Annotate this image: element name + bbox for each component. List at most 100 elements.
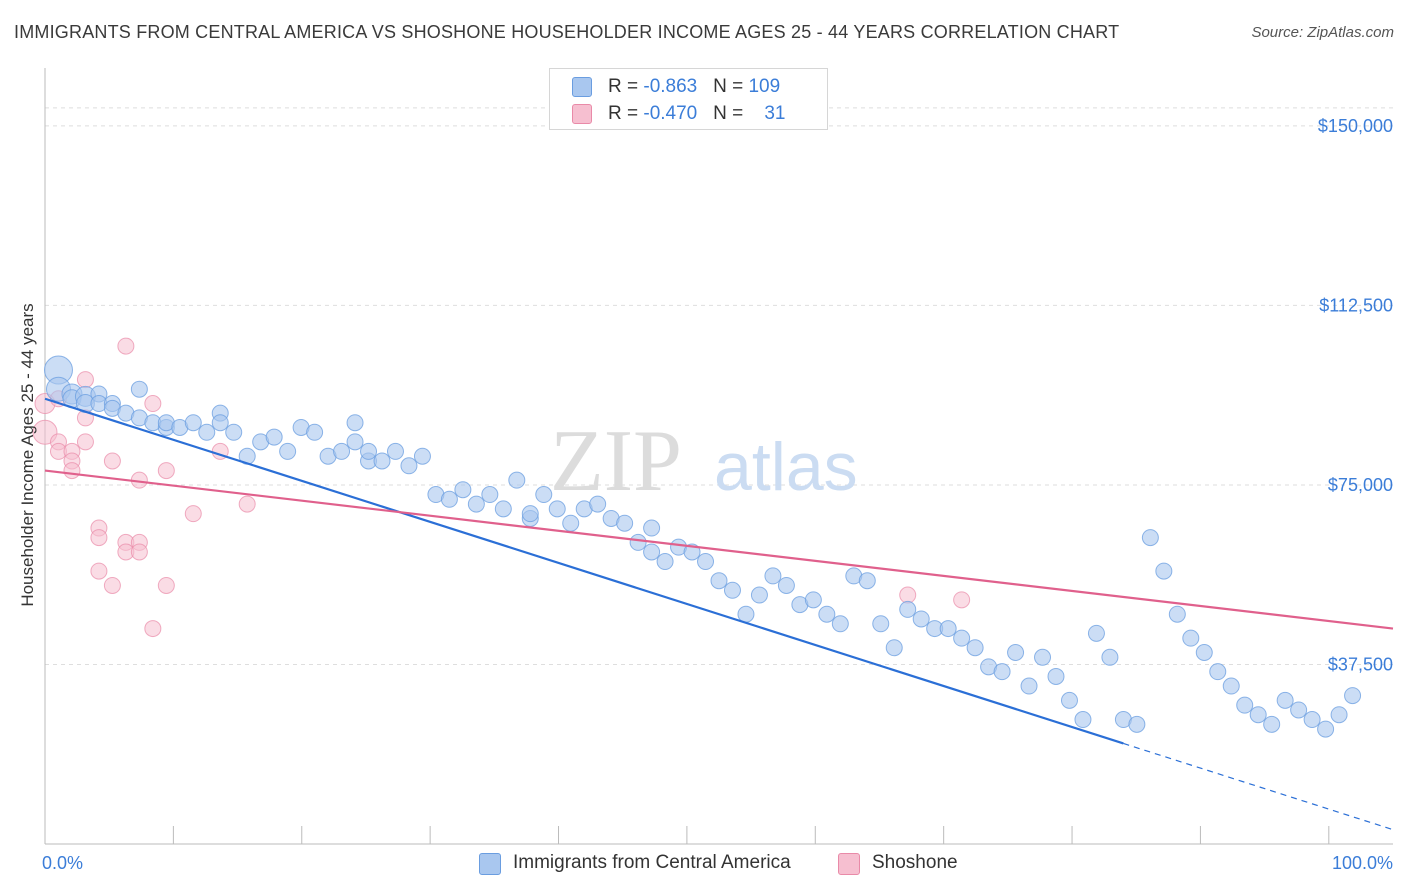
- legend-text: R = -0.470 N = 31: [608, 103, 785, 125]
- central-america-point: [1195, 644, 1213, 661]
- legend-swatch-blue: [572, 77, 592, 97]
- central-america-point: [198, 423, 216, 441]
- tick-labels: $37,500 $75,000 $112,500 $150,000 0.0% 100.0%: [42, 116, 1393, 873]
- shoshone-point: [157, 462, 175, 480]
- central-america-point: [1101, 648, 1119, 666]
- y-axis-label: Householder Income Ages 25 - 44 years: [18, 303, 37, 607]
- central-america-point: [1276, 691, 1294, 709]
- central-america-point: [764, 567, 782, 585]
- central-america-point: [872, 615, 890, 633]
- central-america-point: [804, 591, 822, 609]
- bottom-legend-label: Immigrants from Central America: [513, 852, 791, 873]
- shoshone-point: [90, 562, 108, 580]
- shoshone-point: [63, 462, 81, 480]
- legend-n-value: 109: [748, 76, 781, 97]
- central-america-point: [279, 442, 297, 460]
- central-america-point: [548, 500, 566, 518]
- central-america-point: [953, 629, 971, 647]
- shoshone-point: [184, 505, 202, 523]
- central-america-point: [467, 495, 485, 513]
- central-america-point: [737, 605, 755, 623]
- central-america-point: [386, 442, 404, 460]
- central-america-point: [858, 572, 876, 590]
- watermark: ZIP atlas: [550, 413, 858, 510]
- central-america-point: [454, 481, 472, 499]
- central-america-point: [265, 428, 283, 446]
- central-america-point: [1141, 529, 1159, 547]
- central-america-point: [656, 553, 674, 571]
- central-america-point: [211, 414, 229, 432]
- shoshone-point: [103, 576, 121, 594]
- central-america-point: [1168, 605, 1186, 623]
- trend-lines: [44, 397, 1394, 831]
- central-america-point: [1034, 648, 1052, 666]
- central-america-point: [1303, 711, 1321, 729]
- central-america-point: [912, 610, 930, 628]
- central-america-point: [346, 414, 364, 432]
- y-tick-label: $150,000: [1318, 116, 1393, 136]
- shoshone-point: [130, 543, 148, 561]
- central-america-point: [831, 615, 849, 633]
- chart-title: IMMIGRANTS FROM CENTRAL AMERICA VS SHOSH…: [14, 22, 1120, 42]
- y-tick-label: $37,500: [1328, 654, 1393, 674]
- legend-r-label: R =: [608, 103, 644, 124]
- bottom-legend-label: Shoshone: [872, 852, 958, 873]
- central-america-point: [966, 639, 984, 657]
- shoshone-point: [117, 337, 135, 355]
- central-america-point: [1222, 677, 1240, 695]
- bottom-legend-swatch-blue: [479, 853, 501, 875]
- central-america-point: [1087, 624, 1105, 642]
- central-america-point: [885, 639, 903, 657]
- shoshone-point: [103, 452, 121, 470]
- central-america-point: [723, 581, 741, 599]
- shoshone-point: [238, 495, 256, 513]
- central-america-point: [777, 576, 795, 594]
- shoshone-point: [144, 620, 162, 638]
- central-america-point: [750, 586, 768, 604]
- central-america-point: [400, 457, 418, 475]
- central-america-trend-extension: [1123, 742, 1394, 831]
- central-america-point: [1249, 706, 1267, 724]
- central-america-point: [616, 514, 634, 532]
- central-america-point: [346, 433, 364, 451]
- legend-r-value: -0.470: [643, 103, 698, 124]
- central-america-trend-line: [44, 397, 1124, 745]
- central-america-point: [629, 533, 647, 551]
- legend-r-value: -0.863: [643, 76, 698, 97]
- watermark-zip: ZIP: [550, 413, 682, 510]
- central-america-point: [589, 495, 607, 513]
- central-america-point: [494, 500, 512, 518]
- legend: R = -0.863 N = 109 R = -0.470 N = 31: [549, 68, 828, 130]
- watermark-atlas: atlas: [714, 429, 858, 505]
- central-america-point: [697, 553, 715, 571]
- central-america-point: [440, 490, 458, 508]
- legend-n-label: N =: [713, 76, 749, 97]
- shoshone-points: [32, 337, 971, 638]
- central-america-point: [306, 423, 324, 441]
- shoshone-point: [90, 529, 108, 547]
- central-america-point: [535, 486, 553, 504]
- legend-text: R = -0.863 N = 109: [608, 76, 780, 98]
- central-america-point: [413, 447, 431, 465]
- legend-n-label: N =: [713, 103, 749, 124]
- shoshone-point: [157, 576, 175, 594]
- central-america-point: [818, 605, 836, 623]
- central-america-point: [1330, 706, 1348, 724]
- axes: [44, 68, 1393, 845]
- central-america-point: [521, 505, 539, 523]
- central-america-point: [710, 572, 728, 590]
- central-america-point: [333, 442, 351, 460]
- central-america-point: [643, 543, 661, 561]
- x-tick-label: 100.0%: [1332, 853, 1393, 873]
- central-america-point: [1047, 667, 1065, 685]
- central-america-point: [1128, 715, 1146, 733]
- central-america-points: [43, 355, 1362, 738]
- central-america-point: [643, 519, 661, 537]
- central-america-point: [1182, 629, 1200, 647]
- legend-n-value: 31: [764, 103, 786, 124]
- legend-swatch-pink: [572, 104, 592, 124]
- shoshone-trend-line: [44, 469, 1394, 630]
- bottom-legend-swatch-pink: [838, 853, 860, 875]
- shoshone-point: [953, 591, 971, 609]
- legend-r-label: R =: [608, 76, 644, 97]
